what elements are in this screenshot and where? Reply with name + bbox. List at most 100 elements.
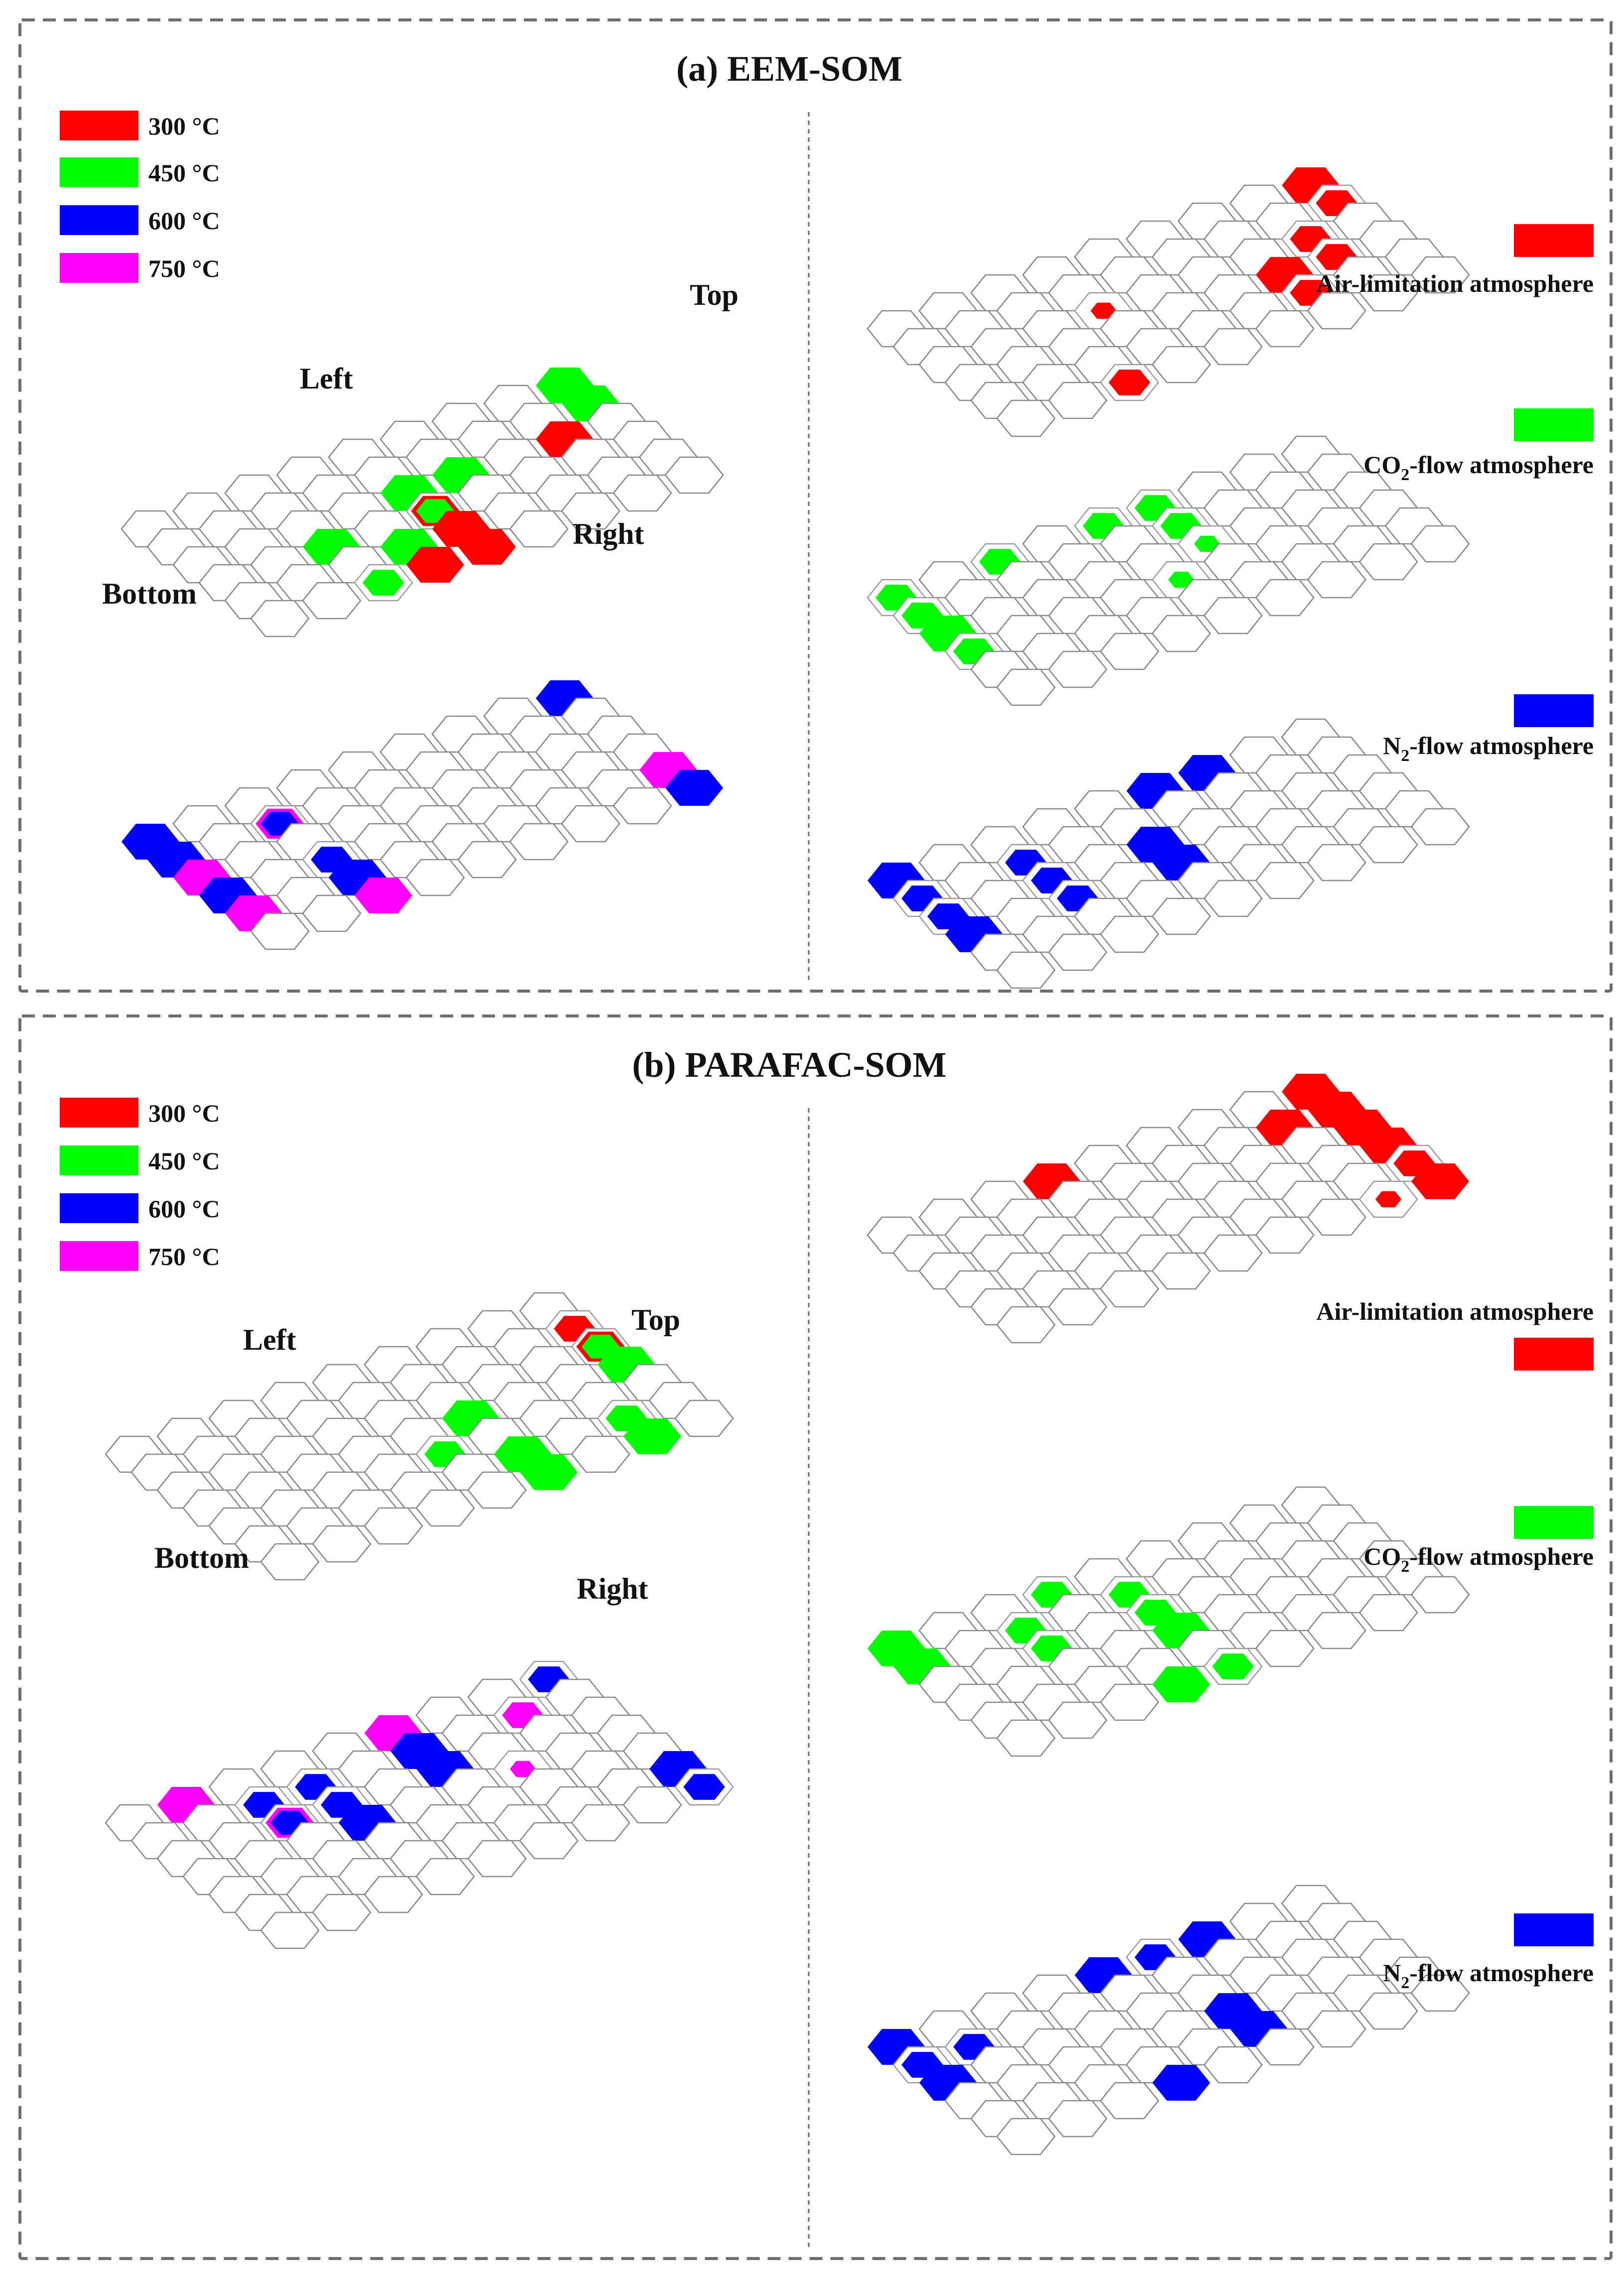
som-node <box>1048 1288 1108 1326</box>
panel-b-bottom-label: Bottom <box>154 1541 249 1574</box>
panel-b-air-swatch <box>1514 1338 1594 1371</box>
som-node <box>1410 256 1470 294</box>
panel-a-air-label: Air-limitation atmosphere <box>1316 269 1594 297</box>
som-node <box>1255 1630 1315 1667</box>
som-node-hit <box>1090 302 1117 319</box>
som-node <box>1359 826 1418 864</box>
som-node <box>1100 1683 1159 1721</box>
som-node <box>1359 1992 1418 2030</box>
som-node <box>1100 915 1159 953</box>
som-node <box>509 823 569 861</box>
som-node <box>571 1804 630 1842</box>
som-node <box>405 859 465 896</box>
som-node <box>415 1858 475 1895</box>
panel-b-air-label: Air-limitation atmosphere <box>1316 1297 1594 1325</box>
a-temperature-map-top <box>121 368 724 637</box>
legend-label-600: 600 °C <box>148 207 220 235</box>
panel-a-right-label: Right <box>573 517 644 550</box>
co2-suffix: -flow atmosphere <box>1409 1542 1594 1570</box>
legend-swatch-300 <box>60 111 138 140</box>
som-node <box>996 2118 1056 2155</box>
co2-subscript: 2 <box>1401 1557 1409 1576</box>
som-node <box>312 1894 372 1931</box>
som-node <box>996 668 1056 706</box>
panel-a-title: (a) EEM-SOM <box>676 49 902 89</box>
som-node <box>1410 808 1470 846</box>
som-node <box>1203 597 1263 634</box>
som-node <box>1048 2100 1108 2138</box>
som-node <box>561 805 621 843</box>
som-node <box>312 1525 372 1563</box>
som-node <box>364 1876 423 1913</box>
som-node-hit <box>1152 1666 1210 1702</box>
som-node-hit <box>1168 571 1195 588</box>
som-node <box>1359 543 1418 581</box>
som-node <box>1307 844 1367 882</box>
som-node <box>1359 1594 1418 1632</box>
panel-a-frame <box>18 18 1613 993</box>
legend-swatch-600 <box>60 205 138 235</box>
panel-b-n2-label: N2-flow atmosphere <box>1383 1959 1594 1992</box>
a-air-map <box>867 167 1470 437</box>
panel-b-title: (b) PARAFAC-SOM <box>632 1045 946 1085</box>
panel-b-co2-label: CO2-flow atmosphere <box>1364 1542 1594 1576</box>
som-node-hit <box>1375 1191 1402 1208</box>
som-node <box>996 951 1056 989</box>
som-node <box>467 1471 527 1509</box>
som-node-hit <box>406 547 464 583</box>
som-node-hit <box>1411 1163 1469 1199</box>
panel-b-left-label: Left <box>243 1323 296 1356</box>
som-node <box>571 1435 630 1473</box>
som-node <box>996 399 1056 437</box>
som-node-hit <box>1152 2065 1210 2101</box>
panel-b-top-label: Top <box>631 1303 680 1336</box>
legend-swatch-450 <box>60 157 138 187</box>
som-node <box>1255 1216 1315 1254</box>
som-node <box>1255 2028 1315 2066</box>
som-node <box>1100 632 1159 670</box>
panel-a-co2-swatch <box>1514 408 1594 441</box>
som-node-hit <box>1212 1653 1254 1679</box>
b-air-map <box>867 1074 1469 1344</box>
panel-a-n2-label: N2-flow atmosphere <box>1383 732 1594 765</box>
legend-label-600: 600 °C <box>148 1195 220 1223</box>
som-node <box>302 894 362 932</box>
legend-swatch-750 <box>60 1241 138 1271</box>
som-node <box>1307 2010 1367 2048</box>
n2-suffix: -flow atmosphere <box>1409 1959 1594 1987</box>
panel-a-co2-label: CO2-flow atmosphere <box>1364 451 1594 484</box>
som-node-hit <box>665 770 723 806</box>
som-node-hit <box>458 529 516 565</box>
som-node <box>613 474 672 512</box>
co2-prefix: CO <box>1364 451 1401 479</box>
som-node <box>1307 561 1367 599</box>
panel-a-air-swatch <box>1514 224 1594 257</box>
legend-swatch-600 <box>60 1193 138 1223</box>
som-node <box>1255 310 1315 348</box>
som-node <box>623 1786 682 1824</box>
panel-a-legend: 300 °C 450 °C 600 °C 750 °C <box>60 111 220 283</box>
som-node <box>415 1489 475 1527</box>
co2-suffix: -flow atmosphere <box>1409 451 1594 479</box>
som-node <box>1100 1270 1159 1308</box>
som-node-hit <box>363 570 404 596</box>
panel-b-frame <box>18 1014 1613 2260</box>
legend-label-300: 300 °C <box>148 112 220 140</box>
som-node <box>1151 346 1211 383</box>
som-node <box>1151 1252 1211 1290</box>
b-temperature-map-top <box>105 1292 734 1581</box>
legend-label-750: 750 °C <box>148 1243 220 1270</box>
som-node-hit <box>1194 535 1221 552</box>
som-node <box>674 1399 734 1437</box>
som-node <box>1048 381 1108 419</box>
som-node <box>1255 579 1315 617</box>
som-node <box>1048 650 1108 688</box>
som-node <box>1203 1234 1263 1272</box>
som-node <box>1307 1198 1367 1236</box>
som-node <box>250 912 310 950</box>
som-node <box>1100 2082 1159 2120</box>
som-node <box>1359 274 1418 312</box>
legend-label-450: 450 °C <box>148 159 220 187</box>
som-node <box>302 582 362 620</box>
som-node <box>561 492 621 530</box>
